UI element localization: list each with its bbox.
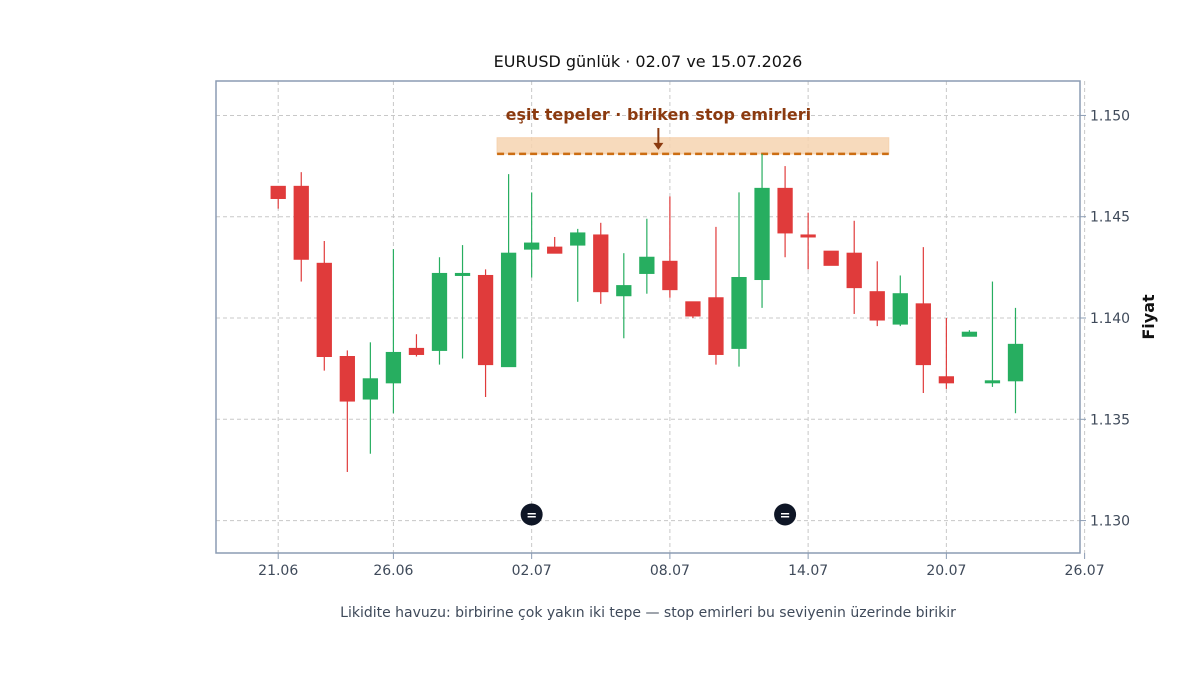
candle-body	[524, 242, 540, 250]
candle	[616, 253, 632, 339]
candle	[547, 236, 563, 254]
y-tick-label: 1.140	[1090, 311, 1130, 327]
candle	[823, 250, 839, 266]
candle-body	[869, 291, 885, 321]
candle	[270, 185, 286, 209]
candle	[777, 166, 793, 258]
candle-body	[984, 380, 1001, 384]
candle	[800, 212, 816, 270]
candle	[1007, 307, 1024, 414]
candle-body	[708, 297, 724, 355]
candle-body	[547, 246, 563, 254]
y-tick-label: 1.135	[1090, 412, 1130, 428]
candle-body	[408, 347, 425, 355]
x-tick-label: 26.06	[373, 563, 413, 579]
candle-body	[362, 378, 379, 400]
candle	[846, 220, 862, 314]
candle-body	[685, 301, 701, 317]
candle-body	[500, 252, 517, 368]
candle	[892, 275, 908, 327]
candle	[454, 245, 471, 359]
candle	[500, 174, 517, 368]
candles	[270, 153, 1024, 472]
y-tick-label: 1.130	[1090, 514, 1130, 530]
candle-body	[593, 234, 609, 293]
x-tick-label: 26.07	[1065, 563, 1105, 579]
candle	[639, 218, 655, 294]
y-axis-label: Fiyat	[1139, 294, 1158, 340]
zone-band	[496, 137, 890, 155]
marker-label: =	[780, 509, 791, 524]
candle	[408, 334, 425, 357]
candle-body	[938, 376, 955, 384]
marker-circle	[774, 503, 797, 526]
caption: Likidite havuzu: birbirine çok yakın iki…	[340, 605, 956, 621]
x-tick-label: 02.07	[512, 563, 552, 579]
candle-body	[270, 185, 286, 199]
candle	[915, 247, 931, 393]
candle	[362, 342, 379, 454]
candle-body	[731, 276, 747, 349]
candle	[662, 196, 678, 298]
candle-body	[662, 260, 678, 291]
candle-body	[339, 356, 355, 402]
axes: 1.130 1.135 1.140 1.145 1.150 21.06 26.06 02.07…	[258, 108, 1130, 579]
liquidity-zone	[496, 128, 890, 156]
candle-body	[639, 256, 655, 274]
equal-high-marker: =	[774, 503, 797, 526]
candle	[869, 261, 885, 327]
equal-high-marker: =	[520, 503, 543, 526]
candle-body	[754, 187, 770, 281]
candle-body	[961, 331, 978, 337]
candle-body	[777, 187, 793, 234]
candle-body	[846, 252, 862, 289]
candle	[293, 172, 309, 282]
candle-body	[892, 293, 908, 325]
candle	[938, 318, 955, 389]
candle	[961, 330, 978, 337]
candle-body	[823, 250, 839, 266]
candle-body	[570, 232, 586, 246]
candle	[708, 226, 724, 365]
candle-body	[477, 274, 494, 366]
grid	[216, 81, 1086, 553]
annotation-arrowhead	[653, 142, 664, 150]
y-tick-label: 1.150	[1090, 108, 1130, 124]
x-tick-label: 21.06	[258, 563, 298, 579]
candle	[593, 222, 609, 304]
candle	[570, 228, 586, 302]
candle-body	[616, 285, 632, 297]
plot-frame	[215, 80, 1081, 554]
candle-body	[454, 272, 471, 276]
candle	[316, 241, 332, 371]
candle	[477, 269, 494, 398]
candle-body	[431, 272, 448, 351]
candle	[731, 192, 747, 367]
y-tick-label: 1.145	[1090, 210, 1130, 226]
x-tick-label: 14.07	[788, 563, 828, 579]
marker-circle	[520, 503, 543, 526]
candle-body	[316, 262, 332, 358]
candle	[431, 257, 448, 365]
candle-body	[385, 351, 402, 384]
chart-title: EURUSD günlük · 02.07 ve 15.07.2026	[494, 52, 803, 71]
candle-body	[293, 185, 309, 260]
candle	[385, 249, 402, 414]
equal-high-markers: = =	[520, 503, 797, 526]
candle	[524, 192, 540, 278]
candle	[984, 281, 1001, 387]
zone-annotation: eşit tepeler · biriken stop emirleri	[506, 105, 811, 124]
candle-body	[915, 303, 931, 366]
candle-body	[800, 234, 816, 238]
x-tick-label: 08.07	[650, 563, 690, 579]
candle	[754, 153, 770, 308]
candle	[339, 350, 355, 472]
x-tick-label: 20.07	[926, 563, 966, 579]
marker-label: =	[526, 509, 537, 524]
candle-body	[1007, 343, 1024, 382]
candle	[685, 301, 701, 319]
